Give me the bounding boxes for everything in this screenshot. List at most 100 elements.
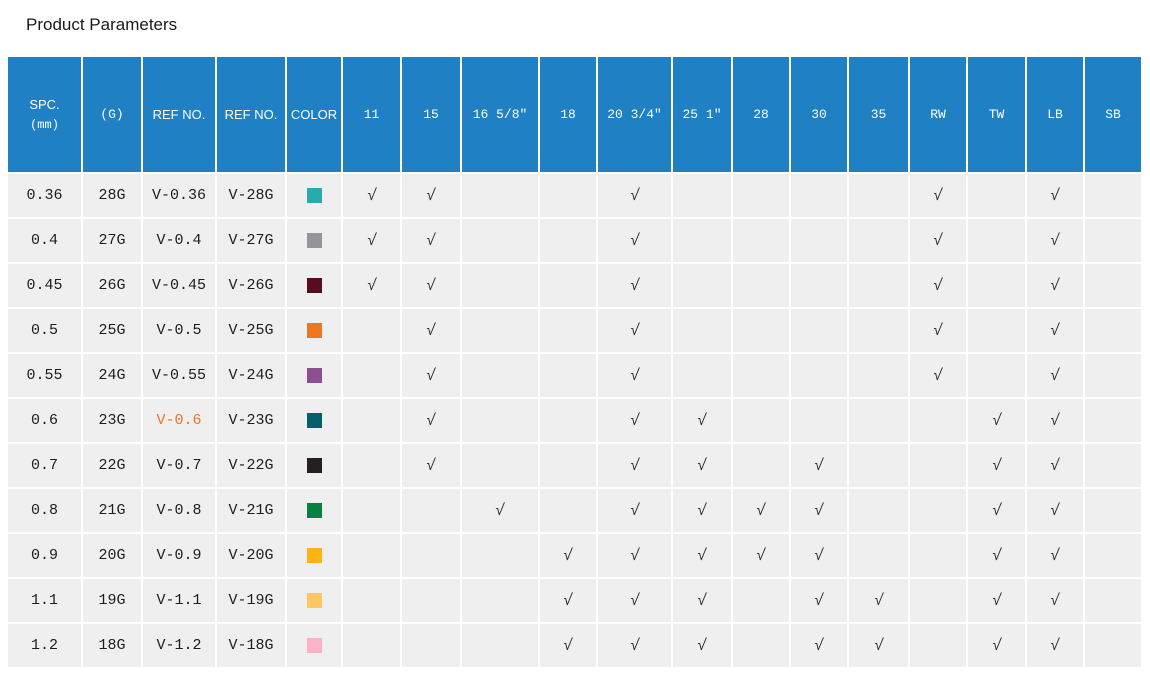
- cell-size-tw: √: [968, 624, 1025, 667]
- col-header-label: REF NO.: [224, 107, 278, 122]
- cell-size-lb: √: [1027, 399, 1083, 442]
- cell-size-c25: √: [673, 624, 731, 667]
- check-icon: √: [425, 411, 437, 430]
- cell-size-sb: [1085, 309, 1141, 352]
- cell-size-c16: [462, 309, 538, 352]
- cell-size-lb: √: [1027, 489, 1083, 532]
- check-icon: √: [628, 186, 641, 205]
- cell-ref-no-1: V-0.45: [143, 264, 215, 307]
- col-header-ref2: REF NO.: [217, 57, 285, 172]
- cell-size-c20: √: [598, 444, 671, 487]
- col-header-label: COLOR: [290, 107, 338, 122]
- cell-size-c11: √: [343, 174, 400, 217]
- check-icon: √: [696, 636, 708, 655]
- col-header-label: 28: [753, 107, 769, 122]
- check-icon: √: [562, 591, 574, 610]
- col-header-label: 25 1″: [682, 107, 722, 122]
- cell-color: [287, 309, 341, 352]
- col-header-label: SB: [1105, 107, 1121, 122]
- col-header-lb: LB: [1027, 57, 1083, 172]
- cell-size-rw: [910, 534, 966, 577]
- cell-spc: 0.36: [8, 174, 81, 217]
- cell-size-c20: √: [598, 219, 671, 262]
- cell-size-c18: √: [540, 624, 596, 667]
- col-header-label: SPC.: [29, 97, 60, 112]
- cell-gauge: 18G: [83, 624, 141, 667]
- color-swatch-orange: [306, 322, 322, 338]
- cell-size-c15: √: [402, 444, 460, 487]
- cell-size-c30: √: [791, 534, 847, 577]
- cell-size-c28: [733, 399, 789, 442]
- check-icon: √: [755, 546, 767, 565]
- cell-size-c16: [462, 219, 538, 262]
- cell-gauge: 28G: [83, 174, 141, 217]
- table-header: SPC. (mm) (G) REF NO. REF NO. COLOR 11 15 16 5/8…: [8, 57, 1141, 172]
- check-icon: √: [696, 501, 708, 520]
- cell-size-c11: √: [343, 219, 400, 262]
- cell-gauge: 27G: [83, 219, 141, 262]
- cell-size-lb: √: [1027, 624, 1083, 667]
- color-swatch-gray: [306, 232, 322, 248]
- cell-size-c25: √: [673, 534, 731, 577]
- cell-size-c25: [673, 219, 731, 262]
- cell-size-c28: [733, 579, 789, 622]
- col-header-ref1: REF NO.: [143, 57, 215, 172]
- cell-size-rw: √: [910, 219, 966, 262]
- cell-size-c25: √: [673, 579, 731, 622]
- cell-size-c35: [849, 264, 908, 307]
- cell-size-c30: [791, 399, 847, 442]
- check-icon: √: [628, 591, 641, 610]
- cell-ref-no-2: V-23G: [217, 399, 285, 442]
- check-icon: √: [425, 456, 437, 475]
- cell-ref-no-2: V-22G: [217, 444, 285, 487]
- cell-ref-no-1: V-0.5: [143, 309, 215, 352]
- cell-size-c15: √: [402, 174, 460, 217]
- cell-size-c35: [849, 354, 908, 397]
- cell-ref-no-2: V-18G: [217, 624, 285, 667]
- cell-size-c15: √: [402, 399, 460, 442]
- cell-ref-no-1: V-0.6: [143, 399, 215, 442]
- check-icon: √: [365, 231, 378, 250]
- cell-ref-no-2: V-26G: [217, 264, 285, 307]
- check-icon: √: [1049, 636, 1061, 655]
- cell-size-sb: [1085, 264, 1141, 307]
- check-icon: √: [813, 501, 825, 520]
- cell-size-c16: √: [462, 489, 538, 532]
- cell-size-c35: √: [849, 624, 908, 667]
- page-title: Product Parameters: [26, 15, 178, 34]
- cell-size-c20: √: [598, 174, 671, 217]
- cell-size-c11: [343, 489, 400, 532]
- check-icon: √: [365, 186, 378, 205]
- col-header-label: LB: [1047, 107, 1063, 122]
- cell-size-sb: [1085, 579, 1141, 622]
- check-icon: √: [990, 411, 1003, 430]
- cell-size-sb: [1085, 624, 1141, 667]
- cell-size-c16: [462, 399, 538, 442]
- cell-color: [287, 624, 341, 667]
- cell-size-c25: [673, 309, 731, 352]
- cell-gauge: 19G: [83, 579, 141, 622]
- cell-ref-no-2: V-19G: [217, 579, 285, 622]
- check-icon: √: [872, 591, 885, 610]
- cell-spc: 0.6: [8, 399, 81, 442]
- col-header-sublabel: (mm): [30, 118, 59, 132]
- check-icon: √: [562, 546, 574, 565]
- col-header-label: REF NO.: [152, 107, 206, 122]
- cell-size-rw: [910, 624, 966, 667]
- cell-ref-no-2: V-20G: [217, 534, 285, 577]
- color-swatch-pink: [306, 637, 322, 653]
- check-icon: √: [425, 186, 437, 205]
- col-header-label: 16 5/8″: [472, 107, 528, 122]
- cell-size-c25: [673, 264, 731, 307]
- table-row: 1.1 19G V-1.1 V-19G √ √ √ √ √ √ √: [8, 579, 1141, 622]
- cell-size-c30: √: [791, 489, 847, 532]
- check-icon: √: [628, 366, 641, 385]
- cell-gauge: 21G: [83, 489, 141, 532]
- cell-gauge: 24G: [83, 354, 141, 397]
- product-parameters-table: SPC. (mm) (G) REF NO. REF NO. COLOR 11 15 16 5/8…: [6, 55, 1143, 669]
- col-header-c11: 11: [343, 57, 400, 172]
- col-header-color: COLOR: [287, 57, 341, 172]
- cell-size-rw: √: [910, 309, 966, 352]
- cell-size-c11: [343, 534, 400, 577]
- table-row: 0.55 24G V-0.55 V-24G √ √ √ √: [8, 354, 1141, 397]
